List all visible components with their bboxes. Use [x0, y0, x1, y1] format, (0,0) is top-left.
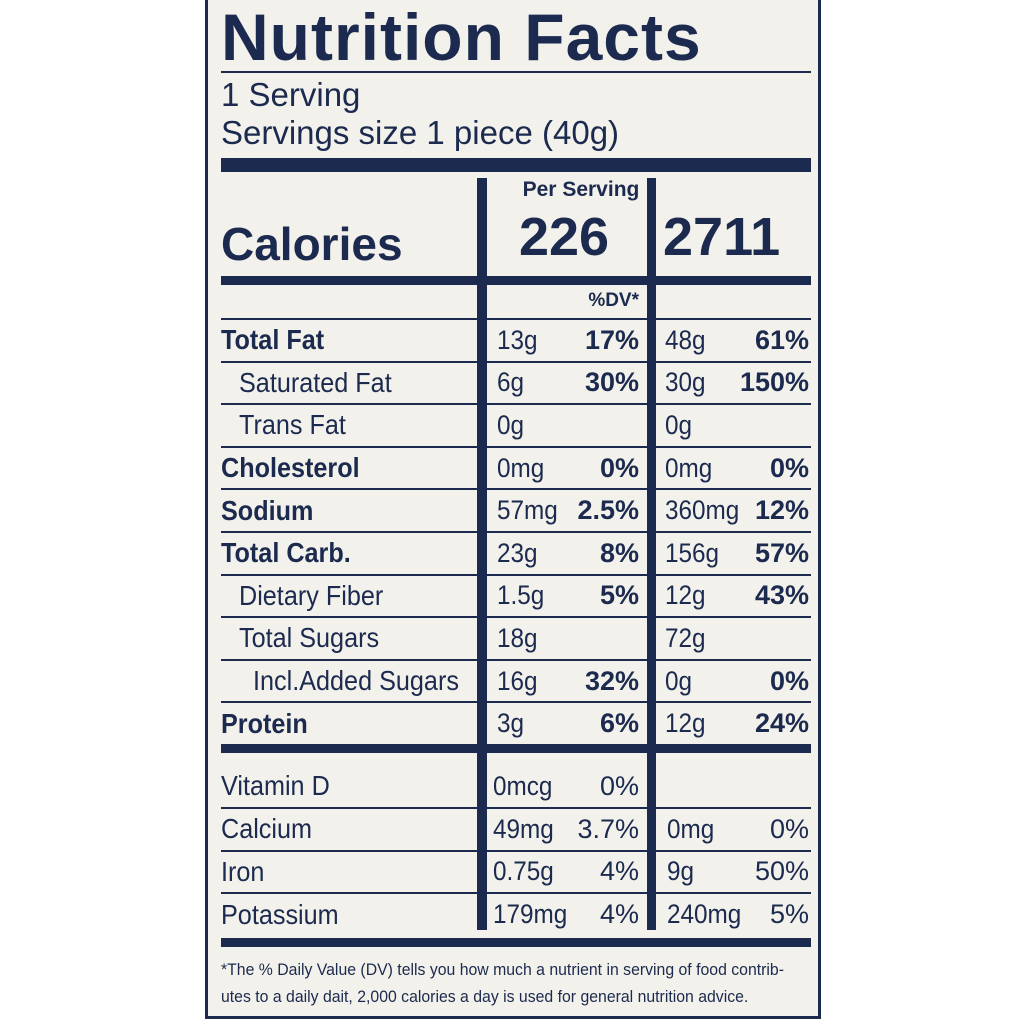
nutrient-name: Dietary Fiber [239, 579, 384, 611]
calories-per-serving: 226 [518, 206, 610, 267]
amount: 156g [665, 537, 720, 568]
row-rule [221, 892, 811, 895]
daily-value: 0% [769, 813, 809, 844]
dv-header: %DV* [588, 289, 639, 311]
amount: 0.75g [493, 856, 554, 887]
row-rule [221, 403, 811, 406]
row-rule [221, 445, 811, 448]
vitamin-name: Vitamin D [221, 770, 330, 802]
amount: 0mg [497, 452, 545, 483]
daily-value: 17% [584, 324, 639, 355]
daily-value: 150% [739, 367, 809, 398]
amount: 12g [665, 708, 706, 739]
thick-rule [221, 938, 811, 947]
daily-value: 5% [769, 899, 809, 930]
amount: 18g [497, 623, 538, 653]
thick-rule [221, 158, 811, 172]
servings: 1 Serving [221, 76, 361, 114]
vitamin-name: Calcium [221, 813, 313, 844]
calories-label: Calories [221, 218, 403, 271]
amount: 48g [665, 324, 706, 355]
daily-value: 30% [584, 367, 639, 398]
row-rule [221, 531, 811, 533]
row-rule [221, 701, 811, 704]
daily-value: 24% [754, 708, 809, 739]
nutrient-name: Protein [221, 707, 308, 739]
amount: 6g [497, 367, 525, 398]
footnote: *The % Daily Value (DV) tells you how mu… [221, 959, 784, 979]
daily-value: 0% [599, 452, 639, 483]
calories-total: 2711 [663, 206, 781, 267]
amount: 0mcg [493, 770, 553, 801]
amount: 72g [665, 623, 706, 653]
nutrient-name: Total Sugars [239, 622, 380, 654]
column-divider [477, 178, 487, 930]
daily-value: 50% [754, 856, 809, 887]
amount: 13g [497, 324, 538, 355]
nutrient-name: Total Carb. [221, 537, 351, 569]
vitamin-name: Potassium [221, 898, 339, 930]
amount: 1.5g [497, 580, 545, 611]
thick-rule [221, 276, 811, 285]
amount: 9g [667, 856, 695, 887]
row-rule [221, 806, 811, 809]
daily-value: 61% [754, 324, 809, 355]
amount: 3g [497, 708, 525, 739]
daily-value: 5% [599, 580, 639, 611]
daily-value: 6% [599, 708, 639, 739]
amount: 23g [497, 537, 538, 568]
nutrient-name: Trans Fat [239, 409, 346, 441]
daily-value: 0% [769, 665, 809, 696]
amount: 30g [665, 367, 706, 398]
daily-value: 12% [754, 495, 809, 526]
amount: 16g [497, 665, 538, 696]
amount: 240mg [667, 899, 742, 930]
amount: 12g [665, 580, 706, 611]
nutrient-name: Incl.Added Sugars [253, 665, 459, 696]
serving-size: Servings size 1 piece (40g) [221, 114, 620, 152]
row-rule [221, 573, 811, 576]
row-rule [221, 849, 811, 852]
rule [221, 71, 811, 73]
amount: 0g [665, 665, 693, 696]
vitamin-name: Iron [221, 855, 265, 887]
nutrient-name: Sodium [221, 494, 314, 526]
nutrient-name: Saturated Fat [239, 366, 392, 398]
amount: 360mg [665, 495, 740, 526]
daily-value: 57% [754, 537, 809, 568]
daily-value: 32% [584, 665, 639, 696]
row-rule [221, 360, 811, 363]
amount: 0mg [665, 452, 713, 483]
daily-value: 0% [599, 770, 639, 801]
row-rule [221, 616, 811, 619]
nutrient-name: Total Fat [221, 324, 325, 356]
footnote: utes to a daily dait, 2,000 calories a d… [221, 986, 749, 1006]
row-rule [221, 658, 811, 661]
daily-value: 8% [599, 537, 639, 568]
column-header: Per Serving [522, 178, 640, 202]
row-rule [221, 488, 811, 491]
title: Nutrition Facts [221, 0, 702, 75]
amount: 0mg [667, 813, 715, 844]
amount: 0g [665, 410, 693, 440]
daily-value: 3.7% [577, 813, 639, 844]
amount: 179mg [493, 899, 568, 930]
column-divider [647, 178, 656, 930]
nutrition-label: Nutrition Facts 1 Serving Servings size 1 … [205, 0, 821, 1019]
daily-value: 43% [754, 580, 809, 611]
daily-value: 4% [599, 856, 639, 887]
amount: 49mg [493, 813, 554, 844]
daily-value: 0% [769, 452, 809, 483]
nutrient-name: Cholesterol [221, 452, 360, 483]
amount: 57mg [497, 495, 558, 526]
daily-value: 4% [599, 899, 639, 930]
row-rule [221, 318, 811, 320]
thick-rule [221, 744, 811, 753]
amount: 0g [497, 410, 525, 440]
daily-value: 2.5% [577, 495, 639, 526]
